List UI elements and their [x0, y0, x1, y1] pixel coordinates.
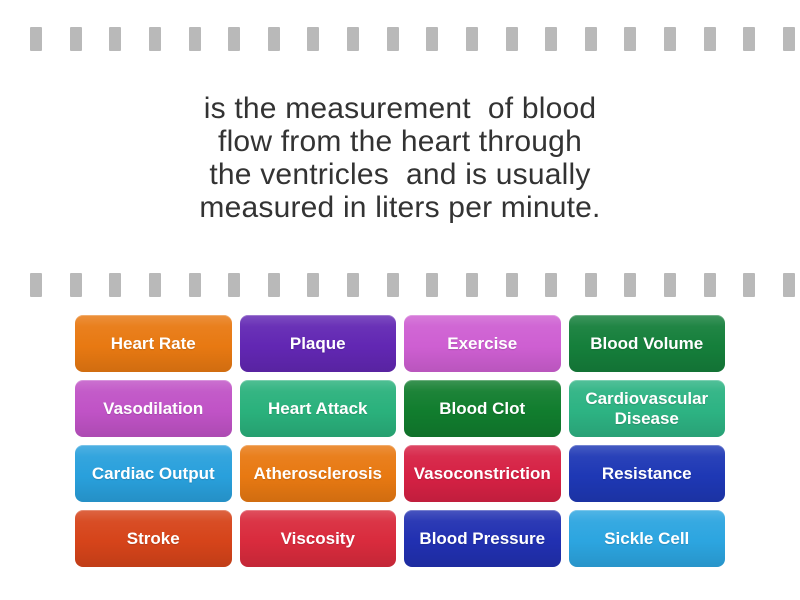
answer-tile-label: Blood Volume	[590, 333, 704, 353]
answer-tile-label: Plaque	[289, 333, 346, 353]
answer-tile[interactable]: Blood Pressure	[404, 510, 561, 567]
answer-tile-label: Stroke	[126, 528, 180, 548]
answer-tile[interactable]: Vasodilation	[75, 380, 232, 437]
sprocket-hole	[584, 273, 597, 297]
answer-tile[interactable]: Exercise	[404, 315, 561, 372]
answer-tile[interactable]: Heart Rate	[75, 315, 232, 372]
sprocket-hole	[30, 273, 42, 297]
answer-tile-label: Blood Clot	[439, 398, 526, 418]
film-strip	[30, 273, 795, 297]
sprocket-hole	[664, 27, 676, 51]
sprocket-hole	[624, 273, 637, 297]
answer-tile[interactable]: Plaque	[239, 315, 396, 372]
answer-tile-label: Vasoconstriction	[413, 463, 551, 483]
sprocket-hole	[743, 273, 756, 297]
answers-grid: Heart Rate Plaque Exercise Blood Volume Vaso…	[75, 315, 725, 567]
answer-tile[interactable]: Resistance	[568, 445, 725, 502]
answer-tile[interactable]: Sickle Cell	[568, 510, 725, 567]
sprocket-hole	[386, 273, 399, 297]
sprocket-hole	[109, 27, 122, 51]
sprocket-hole	[148, 27, 161, 51]
answer-tile-label: Sickle Cell	[604, 528, 690, 548]
answer-tile-label: Cardiovascular Disease	[585, 388, 709, 428]
answer-tile-label: Cardiac Output	[91, 463, 215, 483]
sprocket-hole	[624, 27, 637, 51]
sprocket-hole	[505, 27, 518, 51]
sprocket-hole	[148, 273, 161, 297]
sprocket-hole	[228, 273, 241, 297]
answer-tile-label: Heart Attack	[267, 398, 368, 418]
sprocket-hole	[782, 27, 795, 51]
sprocket-hole	[69, 27, 82, 51]
sprocket-hole	[782, 273, 795, 297]
sprocket-hole	[386, 27, 399, 51]
sprocket-hole	[188, 273, 201, 297]
question-text: is the measurement of blood flow from th…	[199, 92, 601, 224]
sprocket-hole	[426, 273, 439, 297]
film-strip	[30, 27, 795, 51]
sprocket-hole	[267, 273, 280, 297]
sprocket-hole	[69, 273, 82, 297]
sprocket-hole	[703, 273, 716, 297]
sprocket-hole	[426, 27, 439, 51]
answer-tile[interactable]: Cardiovascular Disease	[568, 380, 725, 437]
answer-tile[interactable]: Heart Attack	[239, 380, 396, 437]
sprocket-hole	[465, 27, 478, 51]
answer-tile[interactable]: Viscosity	[239, 510, 396, 567]
answer-tile[interactable]: Stroke	[75, 510, 232, 567]
answer-tile-label: Exercise	[447, 333, 518, 353]
sprocket-hole	[307, 27, 320, 51]
sprocket-hole	[228, 27, 241, 51]
sprocket-hole	[267, 27, 280, 51]
sprocket-hole	[30, 27, 42, 51]
sprocket-hole	[703, 27, 716, 51]
sprocket-hole	[545, 27, 558, 51]
answer-tile-label: Blood Pressure	[419, 528, 546, 548]
sprocket-hole	[347, 27, 359, 51]
sprocket-hole	[545, 273, 558, 297]
sprocket-hole	[664, 273, 676, 297]
answer-tile-label: Atherosclerosis	[253, 463, 383, 483]
sprocket-hole	[584, 27, 597, 51]
sprocket-hole	[109, 273, 122, 297]
answer-tile-label: Viscosity	[280, 528, 355, 548]
sprocket-hole	[347, 273, 359, 297]
answer-tile-label: Vasodilation	[103, 398, 204, 418]
sprocket-hole	[465, 273, 478, 297]
answer-tile-label: Heart Rate	[110, 333, 196, 353]
answer-tile[interactable]: Cardiac Output	[75, 445, 232, 502]
answer-tile[interactable]: Vasoconstriction	[404, 445, 561, 502]
answer-tile[interactable]: Blood Volume	[568, 315, 725, 372]
answer-tile[interactable]: Blood Clot	[404, 380, 561, 437]
sprocket-hole	[307, 273, 320, 297]
answer-tile[interactable]: Atherosclerosis	[239, 445, 396, 502]
answer-tile-label: Resistance	[601, 463, 692, 483]
sprocket-hole	[743, 27, 756, 51]
sprocket-hole	[505, 273, 518, 297]
sprocket-hole	[188, 27, 201, 51]
